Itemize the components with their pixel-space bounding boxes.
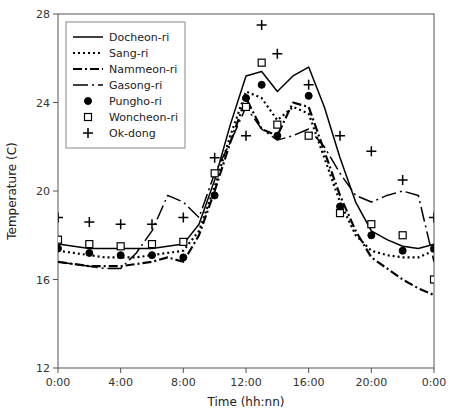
y-tick <box>53 102 58 103</box>
point-plus <box>257 20 267 30</box>
y-tick-label: 28 <box>36 8 50 21</box>
point-circle <box>149 252 156 259</box>
legend-label: Nammeon-ri <box>109 63 177 76</box>
point-square <box>337 210 344 217</box>
line-series <box>58 98 434 295</box>
point-square <box>58 236 62 243</box>
point-circle <box>258 81 265 88</box>
line-series <box>58 91 434 257</box>
point-circle <box>243 95 250 102</box>
x-tick <box>308 368 309 373</box>
point-circle <box>117 252 124 259</box>
x-tick-label: 0:00 <box>46 376 71 389</box>
point-circle <box>274 132 281 139</box>
point-plus <box>429 213 434 223</box>
point-circle <box>337 203 344 210</box>
point-plus <box>178 213 188 223</box>
point-circle <box>431 245 435 252</box>
legend-line <box>73 68 103 70</box>
y-tick-label: 24 <box>36 97 50 110</box>
point-circle <box>305 92 312 99</box>
x-tick <box>58 368 59 373</box>
point-square <box>258 59 265 66</box>
x-tick-label: 0:00 <box>422 376 447 389</box>
point-plus <box>398 175 408 185</box>
x-tick <box>434 368 435 373</box>
point-square <box>117 243 124 250</box>
point-circle <box>86 249 93 256</box>
x-tick-label: 12:00 <box>230 376 262 389</box>
point-plus <box>272 49 282 59</box>
y-tick <box>53 279 58 280</box>
x-tick-label: 8:00 <box>171 376 196 389</box>
point-circle <box>368 232 375 239</box>
plot-background <box>58 14 434 368</box>
point-circle <box>211 192 218 199</box>
y-tick <box>53 191 58 192</box>
legend-label: Pungho-ri <box>109 95 162 108</box>
legend-label: Woncheon-ri <box>109 111 178 124</box>
point-square <box>243 103 250 110</box>
x-tick-label: 20:00 <box>355 376 387 389</box>
y-tick-label: 12 <box>36 362 50 375</box>
point-square <box>305 132 312 139</box>
point-square <box>180 238 187 245</box>
x-tick-label: 16:00 <box>293 376 325 389</box>
y-tick <box>53 368 58 369</box>
point-plus <box>210 153 220 163</box>
point-plus <box>147 219 157 229</box>
x-tick-label: 4:00 <box>108 376 133 389</box>
legend-label: Sang-ri <box>109 47 148 60</box>
y-tick-label: 16 <box>36 274 50 287</box>
plot-frame <box>58 14 434 368</box>
point-square <box>86 241 93 248</box>
point-square <box>399 232 406 239</box>
point-square <box>149 241 156 248</box>
legend-line <box>73 52 103 54</box>
line-series <box>58 107 434 269</box>
chart: 0:004:008:0012:0016:0020:000:00121620242… <box>0 0 450 420</box>
point-plus <box>335 131 345 141</box>
point-circle <box>180 254 187 261</box>
point-plus <box>84 217 94 227</box>
legend-label: Gasong-ri <box>109 79 162 92</box>
point-plus <box>58 213 63 223</box>
legend-label: Ok-dong <box>109 127 156 140</box>
x-tick <box>183 368 184 373</box>
x-tick <box>246 368 247 373</box>
legend-label: Docheon-ri <box>109 31 169 44</box>
legend-marker <box>85 98 92 105</box>
legend: Docheon-ri Sang-ri Nammeon-ri Gasong-ri Pung… <box>66 22 185 148</box>
point-plus <box>116 219 126 229</box>
y-axis-label: Temperature (C) <box>5 142 19 241</box>
y-tick <box>53 14 58 15</box>
legend-line <box>73 84 103 86</box>
x-tick <box>371 368 372 373</box>
point-circle <box>399 247 406 254</box>
scatter-series <box>58 20 434 229</box>
legend-marker <box>83 128 93 138</box>
x-axis-label: Time (hh:nn) <box>206 395 284 409</box>
legend-marker <box>85 114 92 121</box>
point-plus <box>241 131 251 141</box>
plot-area <box>58 20 434 295</box>
point-plus <box>304 80 314 90</box>
point-circle <box>58 245 62 252</box>
point-square <box>211 170 218 177</box>
point-square <box>274 121 281 128</box>
y-tick-label: 20 <box>36 185 50 198</box>
line-series <box>58 67 434 248</box>
point-square <box>368 221 375 228</box>
point-plus <box>366 146 376 156</box>
point-square <box>431 276 435 283</box>
x-tick <box>120 368 121 373</box>
legend-line <box>73 36 103 38</box>
legend-box <box>66 22 185 148</box>
